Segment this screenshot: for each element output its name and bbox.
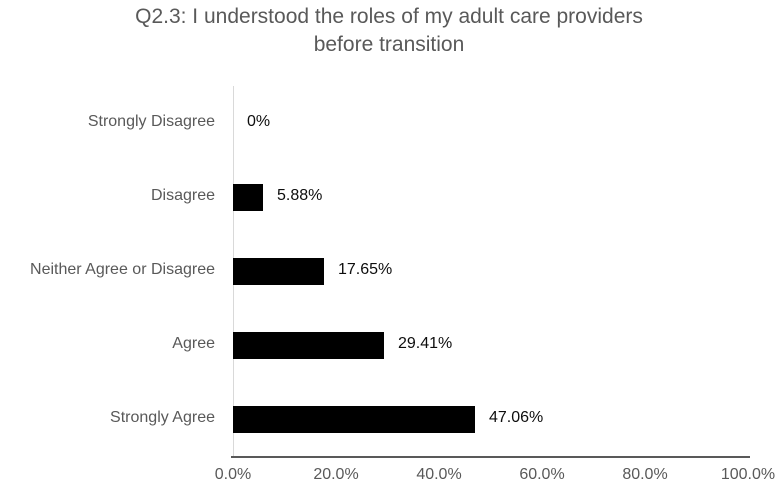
category-label: Strongly Agree [110,409,215,426]
category-label: Neither Agree or Disagree [30,261,215,278]
value-label: 5.88% [277,187,323,204]
value-label: 17.65% [338,261,393,278]
bar [233,183,263,211]
x-axis-tick-label: 60.0% [519,466,565,483]
bar [233,331,384,359]
category-label: Strongly Disagree [87,113,215,130]
chart-title-line-2: before transition [313,33,465,56]
bar [233,257,324,285]
value-label: 29.41% [398,335,453,352]
x-axis-tick-label: 40.0% [416,466,462,483]
x-axis-tick-label: 80.0% [622,466,668,483]
x-axis-tick-label: 20.0% [313,466,359,483]
chart-title-line-1: Q2.3: I understood the roles of my adult… [135,5,643,28]
x-axis-tick-label: 100.0% [720,466,776,483]
value-label: 47.06% [489,409,544,426]
chart-title: Q2.3: I understood the roles of my adult… [0,3,778,59]
category-label: Disagree [150,187,215,204]
category-label: Agree [172,335,215,352]
x-axis-tick-label: 0.0% [214,466,252,483]
bar [233,405,475,433]
value-label: 0% [247,113,271,130]
x-axis-line [231,456,750,458]
